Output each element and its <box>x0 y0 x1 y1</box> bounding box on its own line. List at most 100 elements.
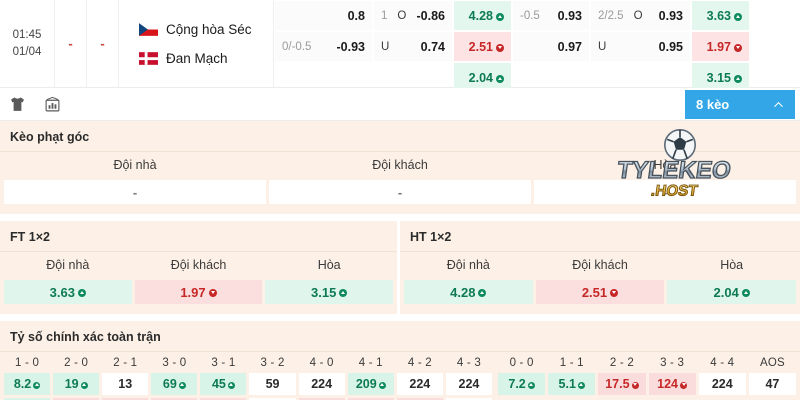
odds-cell[interactable]: 2.04 <box>454 63 511 92</box>
score-column-header: 1 - 1 <box>559 357 584 369</box>
score-home: - <box>68 36 73 51</box>
odds-value: 2.51 <box>469 40 504 54</box>
corner-value-cell[interactable]: - <box>534 180 796 204</box>
ht-odds-grid[interactable]: Đội nhà Đội khách Hòa 4.28 2.51 2.04 <box>400 252 800 314</box>
score-odds-cell[interactable]: 224 <box>445 373 492 395</box>
ht-value-cell[interactable]: 4.28 <box>404 280 533 304</box>
odds-cell[interactable]: 0.8 <box>275 1 372 30</box>
score-column-header: 3 - 0 <box>162 357 187 369</box>
score-column-header: 4 - 1 <box>358 357 383 369</box>
down-arrow-icon <box>496 43 504 52</box>
score-odds-cell[interactable]: 104 <box>396 398 443 400</box>
up-arrow-icon <box>734 12 742 21</box>
away-team-name: Đan Mạch <box>166 50 228 66</box>
odds-cell[interactable]: 3.63 <box>692 1 749 30</box>
match-header-row[interactable]: 01:45 01/04 - - Cộng hòa Séc <box>0 0 800 92</box>
odds-value: 3.15 <box>707 71 742 85</box>
ft-header: Đội nhà <box>46 258 90 272</box>
odds-value: 4.28 <box>469 9 504 23</box>
down-arrow-icon <box>680 381 687 389</box>
score-odds-cell[interactable]: 209 <box>347 373 394 395</box>
correct-score-left-row-1[interactable]: 8.2 19 13 69 45 59 224 209 224 224 <box>4 373 492 395</box>
corner-panel-title: Kèo phạt góc <box>0 121 800 152</box>
score-odds-cell[interactable]: 4.9 <box>4 398 51 400</box>
score-odds-cell[interactable]: 19 <box>53 373 100 395</box>
ht-value-cell[interactable]: 2.04 <box>667 280 796 304</box>
header-odds-grid[interactable]: 0.8 1 O -0.86 4.28 -0.5 0.93 2/2.5 O 0.93 3.63 0/-0… <box>274 0 800 92</box>
score-odds-cell[interactable]: 224 <box>396 373 443 395</box>
score-odds-cell[interactable]: 224 <box>445 398 492 400</box>
up-arrow-icon <box>178 381 186 389</box>
correct-score-title: Tỷ số chính xác toàn trận <box>0 321 800 352</box>
teams-column: Cộng hòa Séc Đan Mạch <box>119 0 274 87</box>
odds-cell[interactable]: 0/-0.5 -0.93 <box>275 32 372 61</box>
odds-cell[interactable]: 1.97 <box>692 32 749 61</box>
score-odds-cell[interactable]: 7.6 <box>102 398 149 400</box>
odds-value: 0.95 <box>658 39 683 54</box>
score-odds-cell[interactable]: 7.2 <box>498 373 546 395</box>
score-odds-cell[interactable]: 69 <box>151 373 198 395</box>
correct-score-left-group: 1 - 0 2 - 0 2 - 1 3 - 0 3 - 1 3 - 2 4 - 0 4 - 1… <box>4 352 492 400</box>
up-arrow-icon <box>80 381 88 389</box>
score-column-header: 3 - 3 <box>660 357 685 369</box>
corner-value-cell[interactable]: - <box>269 180 531 204</box>
odds-cell[interactable]: 0.97 <box>513 32 589 61</box>
jersey-icon[interactable] <box>9 96 26 113</box>
odds-value: 3.63 <box>707 9 742 23</box>
score-odds-cell[interactable]: 59 <box>249 373 296 395</box>
score-odds-cell[interactable]: 54 <box>298 398 345 400</box>
score-odds-cell[interactable]: 45 <box>200 373 247 395</box>
ht-1x2-panel: HT 1×2 Đội nhà Đội khách Hòa 4.28 2.51 2.04 <box>400 221 800 314</box>
bets-count-label: 8 kèo <box>696 97 730 112</box>
score-column-header: 4 - 0 <box>309 357 334 369</box>
correct-score-left-row-2[interactable]: 4.97.67.617.517.5355454104224 <box>4 398 492 400</box>
score-odds-cell[interactable]: 35 <box>249 398 296 400</box>
score-odds-cell[interactable]: 5.1 <box>548 373 596 395</box>
ht-value-cell[interactable]: 2.51 <box>535 280 665 304</box>
score-odds-cell[interactable]: 124 <box>648 373 696 395</box>
home-team-row: Cộng hòa Séc <box>139 22 273 37</box>
odds-cell[interactable]: 2.51 <box>454 32 511 61</box>
denmark-flag-icon <box>139 51 158 65</box>
score-odds-cell[interactable]: 13 <box>102 373 149 395</box>
correct-score-panel: Tỷ số chính xác toàn trận 1 - 0 2 - 0 2 - … <box>0 321 800 400</box>
odds-cell[interactable]: 2/2.5 O 0.93 <box>591 1 690 30</box>
ft-header: Hòa <box>317 258 341 272</box>
ht-header: Đội khách <box>572 258 628 272</box>
score-odds-cell[interactable]: 54 <box>347 398 394 400</box>
ft-value-cell[interactable]: 3.63 <box>4 280 132 304</box>
score-home-column: - <box>55 0 87 87</box>
up-arrow-icon <box>33 381 41 389</box>
score-column-header: 0 - 0 <box>509 357 534 369</box>
score-odds-cell[interactable]: 7.6 <box>53 398 100 400</box>
odds-cell[interactable]: 1 O -0.86 <box>374 1 452 30</box>
score-odds-cell[interactable]: 224 <box>298 373 345 395</box>
correct-score-right-row-1[interactable]: 7.2 5.1 17.5 124 224 47 <box>498 373 796 395</box>
score-away-column: - <box>87 0 119 87</box>
odds-cell[interactable]: -0.5 0.93 <box>513 1 589 30</box>
ft-odds-grid[interactable]: Đội nhà Đội khách Hòa 3.63 1.97 3.15 <box>0 252 397 314</box>
corner-value-cell[interactable]: - <box>4 180 266 204</box>
score-odds-cell[interactable]: 17.5 <box>598 373 646 395</box>
panel-spacer <box>0 214 800 221</box>
correct-score-body: 1 - 0 2 - 0 2 - 1 3 - 0 3 - 1 3 - 2 4 - 0 4 - 1… <box>0 352 800 400</box>
ht-panel-title: HT 1×2 <box>400 221 800 252</box>
handicap-value: -0.5 <box>520 9 540 22</box>
odds-cell[interactable]: 3.15 <box>692 63 749 92</box>
corner-odds-grid[interactable]: Đội nhà Đội khách Hòa - - - <box>0 152 800 214</box>
score-odds-cell[interactable]: 47 <box>748 373 796 395</box>
odds-cell[interactable]: U 0.95 <box>591 32 690 61</box>
score-odds-cell[interactable]: 17.5 <box>200 398 247 400</box>
up-arrow-icon <box>734 74 742 83</box>
corner-odds-panel: Kèo phạt góc Đội nhà Đội khách Hòa - - - <box>0 121 800 214</box>
ft-value-cell[interactable]: 3.15 <box>265 280 393 304</box>
up-arrow-icon <box>378 381 386 389</box>
score-odds-cell[interactable]: 8.2 <box>4 373 51 395</box>
ft-value-cell[interactable]: 1.97 <box>134 280 263 304</box>
score-odds-cell[interactable]: 224 <box>698 373 746 395</box>
bets-count-button[interactable]: 8 kèo <box>685 90 795 119</box>
bar-chart-icon[interactable] <box>44 96 61 113</box>
score-odds-cell[interactable]: 17.5 <box>151 398 198 400</box>
odds-cell[interactable]: U 0.74 <box>374 32 452 61</box>
odds-cell[interactable]: 4.28 <box>454 1 511 30</box>
